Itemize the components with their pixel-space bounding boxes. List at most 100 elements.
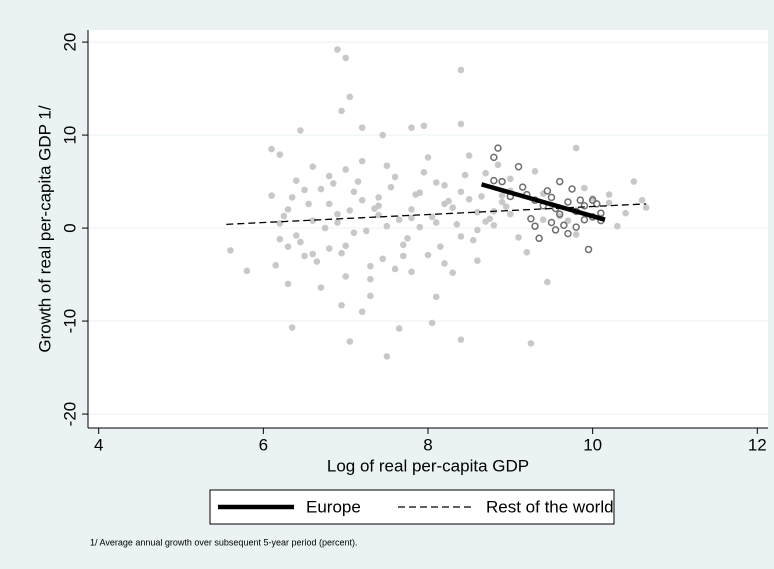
europe-point	[518, 183, 527, 191]
point	[325, 172, 333, 180]
point	[367, 262, 374, 270]
point	[474, 208, 481, 216]
point	[391, 173, 399, 181]
point	[367, 275, 374, 283]
point	[350, 229, 358, 237]
point	[527, 340, 535, 347]
europe-point	[580, 215, 589, 224]
fit-line	[226, 203, 647, 225]
europe-point	[555, 210, 564, 218]
x-tick-label: 12	[748, 435, 767, 454]
point	[432, 219, 440, 226]
point	[424, 154, 432, 161]
point	[531, 168, 539, 175]
point	[334, 219, 341, 226]
point	[465, 195, 473, 203]
point	[478, 193, 485, 200]
point	[449, 204, 456, 211]
europe-point	[588, 196, 597, 204]
x-tick-label: 10	[583, 435, 602, 454]
point	[317, 185, 325, 193]
point	[589, 195, 596, 202]
europe-point	[593, 200, 601, 208]
point	[342, 166, 349, 173]
point	[375, 194, 382, 201]
point	[457, 336, 465, 343]
point	[498, 192, 506, 199]
europe-point	[551, 226, 560, 234]
europe-point	[572, 223, 580, 231]
point	[457, 188, 465, 196]
europe-point	[498, 177, 506, 186]
point	[227, 247, 234, 254]
point	[358, 157, 366, 165]
point	[408, 206, 415, 213]
point	[572, 231, 580, 238]
europe-point	[564, 229, 572, 238]
point	[309, 217, 317, 224]
point	[449, 269, 456, 277]
point	[301, 186, 308, 194]
point	[338, 301, 345, 309]
point	[457, 233, 465, 240]
point	[288, 194, 296, 201]
point	[605, 191, 613, 198]
point	[383, 222, 391, 230]
point	[408, 124, 415, 131]
point	[605, 199, 613, 207]
y-tick-label: -20	[60, 402, 79, 427]
point	[346, 338, 354, 345]
europe-point	[580, 202, 589, 210]
point	[272, 261, 279, 269]
x-tick-label: 6	[259, 435, 268, 454]
point	[432, 179, 440, 186]
point	[441, 200, 448, 208]
point	[276, 151, 284, 158]
europe-point	[555, 177, 564, 186]
point	[474, 257, 481, 264]
point	[428, 319, 436, 327]
point	[564, 217, 572, 224]
point	[437, 243, 444, 250]
legend-label: Rest of the world	[486, 497, 614, 516]
legend-label: Europe	[306, 497, 361, 516]
point	[350, 188, 358, 196]
point	[317, 284, 325, 291]
point	[494, 161, 502, 169]
point	[387, 183, 395, 191]
footnote: 1/ Average annual growth over subsequent…	[90, 537, 358, 547]
point	[469, 236, 477, 244]
point	[371, 205, 378, 212]
point	[400, 252, 407, 260]
y-tick-label: -10	[60, 309, 79, 334]
europe-point	[490, 176, 498, 185]
point	[379, 255, 387, 263]
point	[309, 250, 317, 258]
point	[400, 241, 407, 249]
point	[408, 214, 415, 222]
point	[642, 204, 650, 211]
europe-point	[535, 234, 543, 243]
point	[342, 242, 349, 250]
plot-area	[88, 30, 768, 428]
point	[420, 168, 428, 176]
point	[424, 251, 432, 259]
point	[325, 200, 333, 208]
point	[490, 221, 498, 229]
point	[334, 46, 341, 53]
x-tick-label: 4	[94, 435, 103, 454]
europe-point	[576, 196, 585, 204]
point	[342, 54, 349, 62]
fit-line	[480, 182, 606, 222]
europe-point	[560, 221, 568, 230]
point	[338, 107, 345, 115]
point	[330, 180, 337, 187]
point	[383, 353, 391, 360]
point	[292, 177, 300, 184]
point	[292, 232, 300, 239]
point	[334, 210, 341, 218]
europe-point	[514, 162, 523, 171]
point	[408, 268, 415, 276]
